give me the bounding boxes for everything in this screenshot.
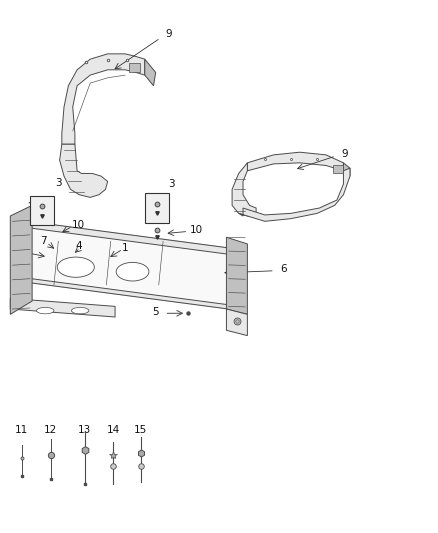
Text: 14: 14 — [107, 425, 120, 435]
Text: 13: 13 — [78, 425, 91, 435]
Text: 9: 9 — [166, 29, 172, 39]
Ellipse shape — [71, 308, 89, 314]
Ellipse shape — [57, 257, 94, 277]
Text: 11: 11 — [15, 425, 28, 435]
Text: 2: 2 — [27, 202, 34, 212]
Text: 1: 1 — [122, 243, 128, 253]
Polygon shape — [11, 205, 32, 314]
Ellipse shape — [116, 262, 149, 281]
Text: 15: 15 — [134, 425, 147, 435]
Bar — [30, 196, 54, 225]
Text: 3: 3 — [55, 178, 62, 188]
Polygon shape — [60, 144, 108, 197]
Polygon shape — [226, 237, 247, 314]
Bar — [145, 193, 169, 223]
Text: 9: 9 — [342, 149, 348, 159]
Polygon shape — [11, 298, 115, 317]
Text: 4: 4 — [75, 241, 82, 251]
Polygon shape — [28, 221, 229, 254]
Text: 12: 12 — [44, 425, 57, 435]
Bar — [130, 63, 141, 72]
Polygon shape — [239, 168, 350, 221]
Polygon shape — [247, 152, 343, 171]
Polygon shape — [28, 278, 229, 309]
Text: 6: 6 — [280, 264, 287, 274]
Text: 3: 3 — [169, 179, 175, 189]
Polygon shape — [343, 163, 350, 176]
Text: 10: 10 — [72, 220, 85, 230]
Text: 8: 8 — [23, 247, 29, 256]
Ellipse shape — [36, 308, 54, 314]
Polygon shape — [62, 54, 145, 144]
Polygon shape — [226, 309, 247, 336]
Text: 7: 7 — [40, 236, 47, 246]
Polygon shape — [28, 221, 229, 309]
Bar — [332, 165, 343, 173]
Text: 10: 10 — [190, 225, 203, 236]
Text: 5: 5 — [152, 306, 159, 317]
Polygon shape — [232, 163, 256, 216]
Polygon shape — [145, 59, 155, 86]
Text: 2: 2 — [145, 202, 152, 212]
